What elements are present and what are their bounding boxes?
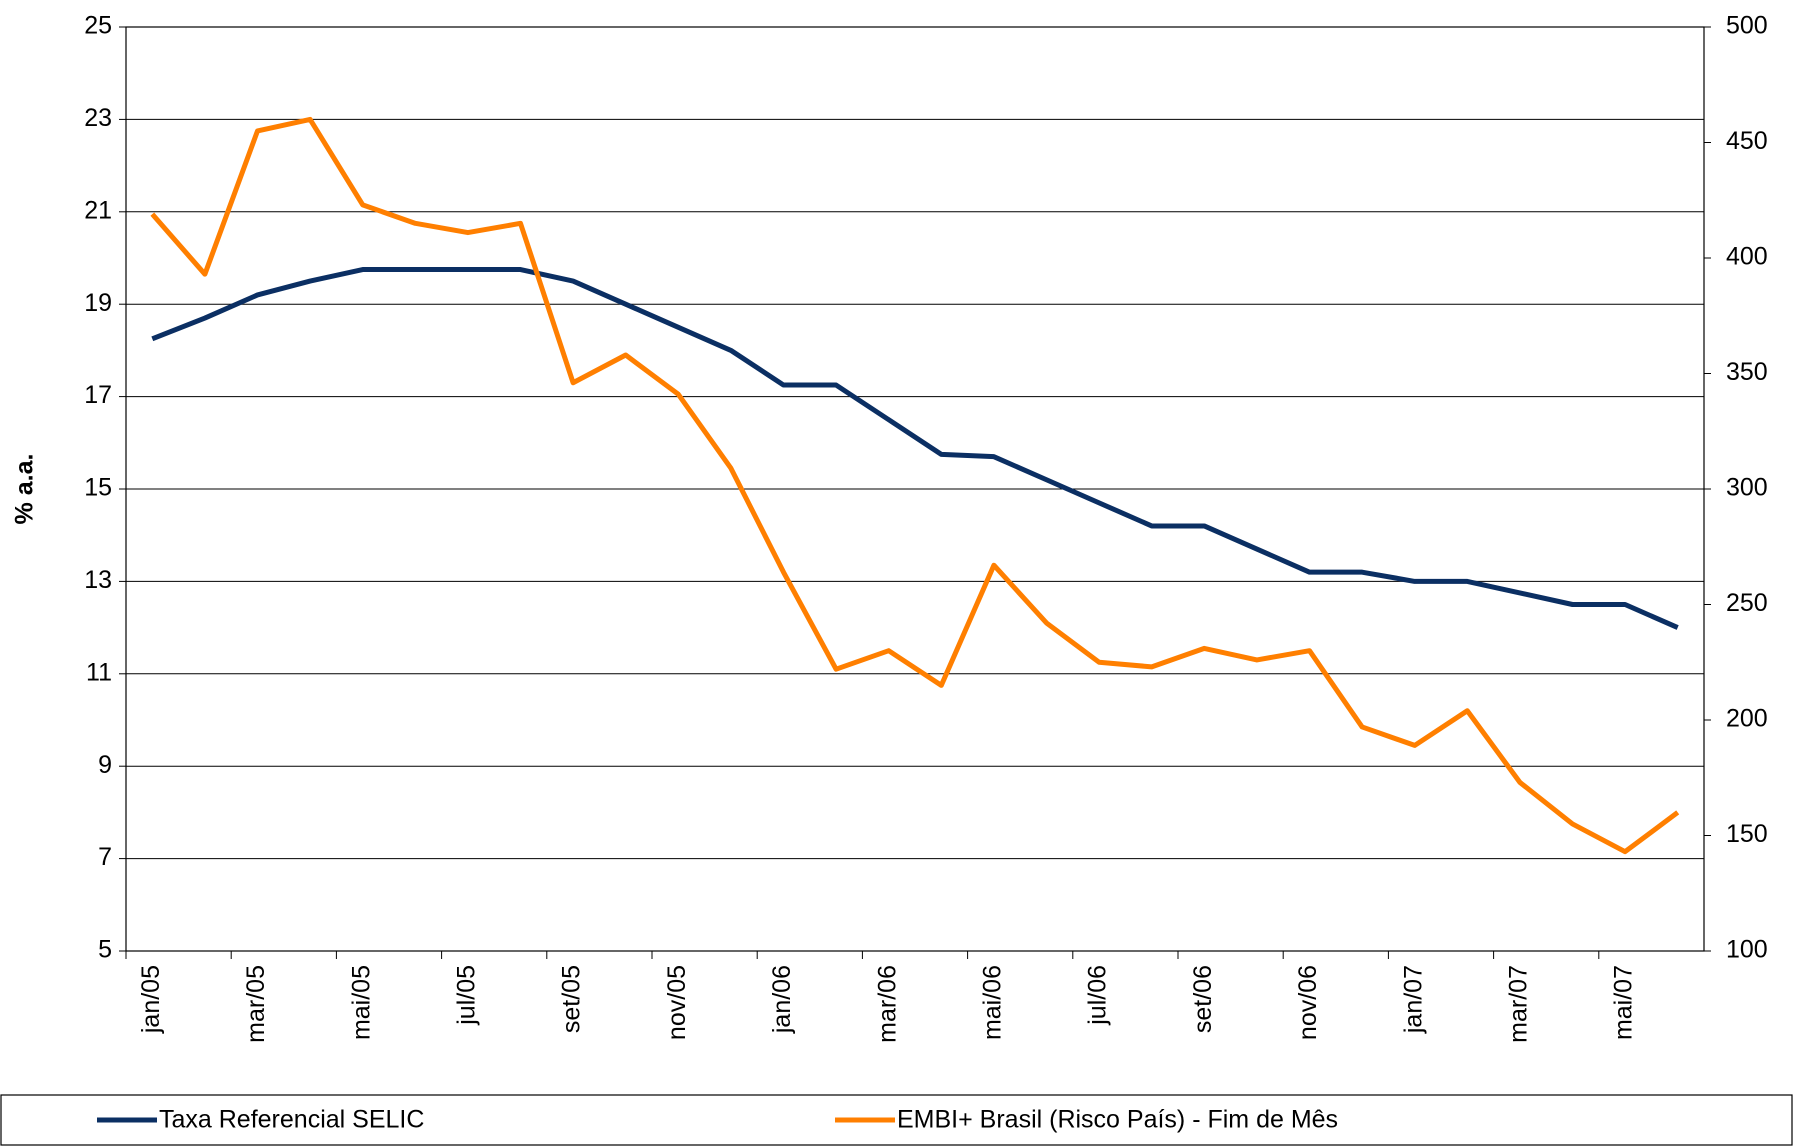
y2-tick-label: 250 [1726, 589, 1768, 617]
y-tick-label: 9 [98, 751, 112, 779]
y-axis-label: % a.a. [11, 454, 39, 525]
x-tick-label: jan/06 [768, 965, 796, 1034]
y-tick-label: 5 [98, 936, 112, 964]
y-tick-label: 7 [98, 843, 112, 871]
x-tick-label: set/05 [558, 965, 586, 1033]
y2-tick-label: 450 [1726, 127, 1768, 155]
y2-tick-label: 500 [1726, 12, 1768, 40]
x-tick-label: jul/05 [453, 965, 481, 1026]
y2-tick-label: 200 [1726, 705, 1768, 733]
y-tick-label: 25 [84, 12, 112, 40]
x-tick-label: mar/05 [242, 965, 270, 1043]
legend [0, 1094, 1793, 1146]
x-tick-label: mai/07 [1610, 965, 1638, 1040]
y-tick-label: 21 [84, 196, 112, 224]
x-tick-label: jan/05 [137, 965, 165, 1034]
x-tick-label: jan/07 [1399, 965, 1427, 1034]
x-tick-label: set/06 [1189, 965, 1217, 1033]
y2-tick-label: 350 [1726, 358, 1768, 386]
x-tick-label: nov/05 [663, 965, 691, 1040]
x-tick-label: mai/06 [979, 965, 1007, 1040]
x-tick-label: mar/06 [873, 965, 901, 1043]
legend-label: Taxa Referencial SELIC [159, 1106, 424, 1134]
series-line [150, 116, 1680, 855]
y-tick-label: 23 [84, 104, 112, 132]
y2-tick-label: 400 [1726, 243, 1768, 271]
y2-tick-label: 300 [1726, 474, 1768, 502]
y2-tick-label: 100 [1726, 936, 1768, 964]
y-tick-label: 11 [86, 658, 112, 686]
series-line [151, 267, 1679, 630]
x-tick-label: mar/07 [1505, 965, 1533, 1043]
y-tick-label: 19 [84, 289, 112, 317]
x-tick-label: nov/06 [1294, 965, 1322, 1040]
legend-label: EMBI+ Brasil (Risco País) - Fim de Mês [897, 1106, 1338, 1134]
y-tick-label: 17 [84, 381, 112, 409]
x-tick-label: mai/05 [347, 965, 375, 1040]
y2-tick-label: 150 [1726, 820, 1768, 848]
y-tick-label: 15 [84, 474, 112, 502]
y-tick-label: 13 [84, 566, 112, 594]
x-tick-label: jul/06 [1084, 965, 1112, 1026]
